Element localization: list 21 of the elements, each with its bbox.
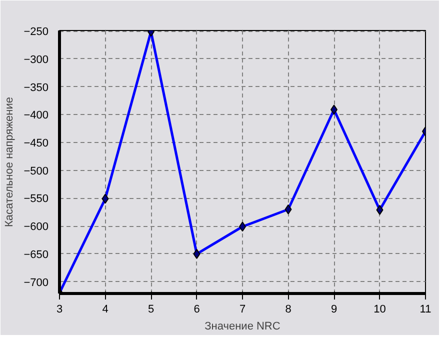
x-axis-title: Значение NRC: [204, 320, 280, 332]
y-tick-label: −400: [24, 110, 49, 122]
x-tick-label: 6: [194, 304, 200, 316]
y-tick-label: −700: [24, 276, 49, 289]
y-axis-title: Касательное напряжение: [4, 97, 16, 227]
y-tick-label: −450: [24, 138, 49, 150]
x-tick-label: 8: [285, 304, 292, 316]
x-tick-label: 5: [148, 304, 154, 316]
x-tick-label: 10: [374, 304, 386, 316]
y-tick-label: −350: [24, 82, 49, 94]
y-tick-label: −500: [24, 165, 49, 178]
x-tick-label: 3: [56, 304, 63, 316]
y-tick-label: −300: [24, 54, 49, 66]
y-tick-label: −250: [24, 26, 49, 38]
x-tick-label: 4: [102, 304, 108, 316]
y-tick-label: −550: [24, 193, 49, 206]
y-tick-label: −600: [24, 221, 49, 234]
x-tick-label: 11: [420, 304, 432, 316]
y-tick-label: −650: [24, 248, 49, 261]
x-tick-label: 9: [330, 304, 338, 316]
x-tick-label: 7: [239, 304, 246, 316]
